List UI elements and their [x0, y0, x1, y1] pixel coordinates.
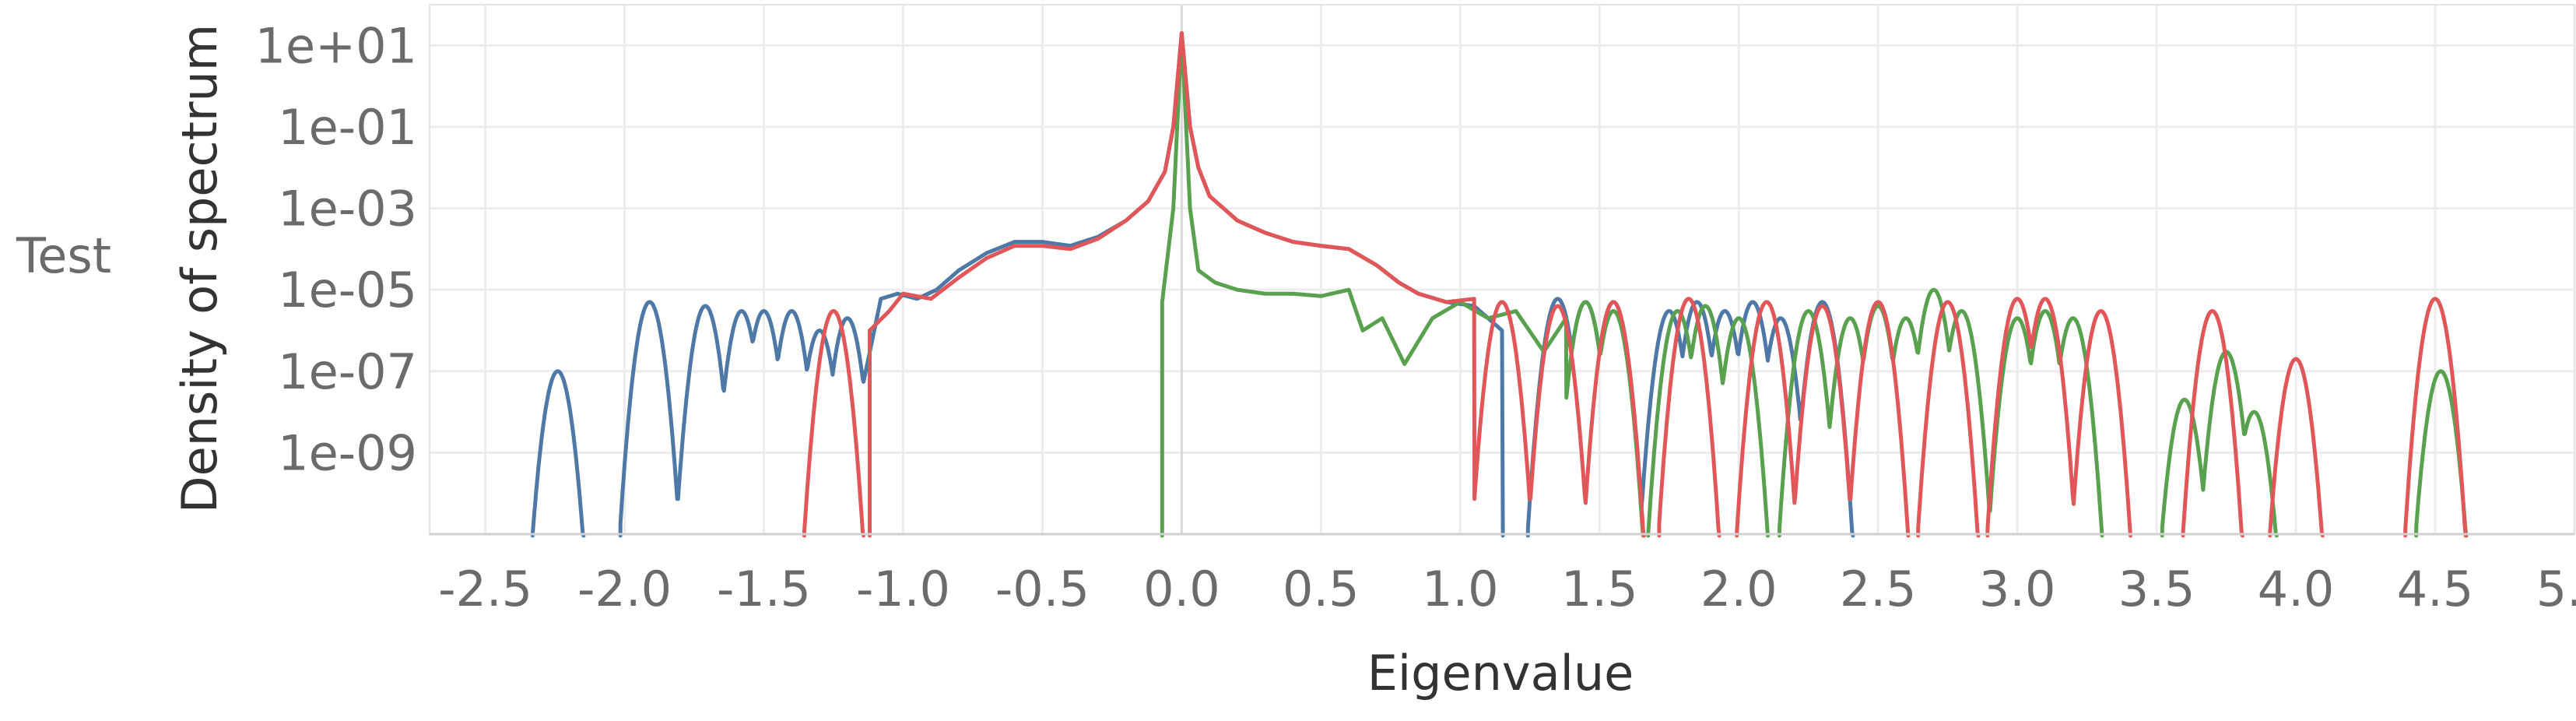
- x-tick-label: -2.5: [438, 561, 532, 617]
- x-tick-label: 3.5: [2118, 561, 2195, 617]
- y-tick-label: 1e-01: [278, 99, 417, 156]
- x-tick-label: -1.0: [856, 561, 950, 617]
- x-axis-title: Eigenvalue: [1367, 645, 1634, 702]
- x-tick-label: 0.5: [1283, 561, 1360, 617]
- series-line-1: [1160, 31, 2469, 538]
- x-tick-label: -1.5: [717, 561, 811, 617]
- x-tick-label: 4.5: [2397, 561, 2474, 617]
- x-tick-label: 1.5: [1561, 561, 1638, 617]
- x-tick-label: 2.0: [1700, 561, 1778, 617]
- y-axis-title: Density of spectrum: [171, 24, 228, 513]
- x-tick-label: -2.0: [577, 561, 672, 617]
- y-tick-label: 1e-03: [278, 181, 417, 237]
- series-curves: [530, 31, 2469, 538]
- y-tick-label: 1e-05: [278, 262, 417, 318]
- plot-frame: [429, 4, 2575, 536]
- x-tick-label: -0.5: [995, 561, 1090, 617]
- y-tick-label: 1e+01: [255, 17, 417, 74]
- series-line-2: [802, 31, 2468, 538]
- x-tick-label: 3.0: [1979, 561, 2056, 617]
- y-tick-label: 1e-09: [278, 424, 417, 481]
- x-tick-label: 2.5: [1840, 561, 1917, 617]
- y-axis-ticks: 1e+01 1e-01 1e-03 1e-05 1e-07 1e-09: [255, 17, 417, 481]
- x-tick-label: 5.0: [2536, 561, 2576, 617]
- grid: [430, 5, 2576, 534]
- x-tick-label: 0.0: [1143, 561, 1220, 617]
- y-tick-label: 1e-07: [278, 343, 417, 400]
- row-label: Test: [16, 227, 111, 284]
- x-axis-ticks: -2.5 -2.0 -1.5 -1.0 -0.5 0.0 0.5 1.0 1.5 2.0 2.5 3.…: [438, 561, 2576, 617]
- x-tick-label: 1.0: [1422, 561, 1499, 617]
- x-tick-label: 4.0: [2258, 561, 2335, 617]
